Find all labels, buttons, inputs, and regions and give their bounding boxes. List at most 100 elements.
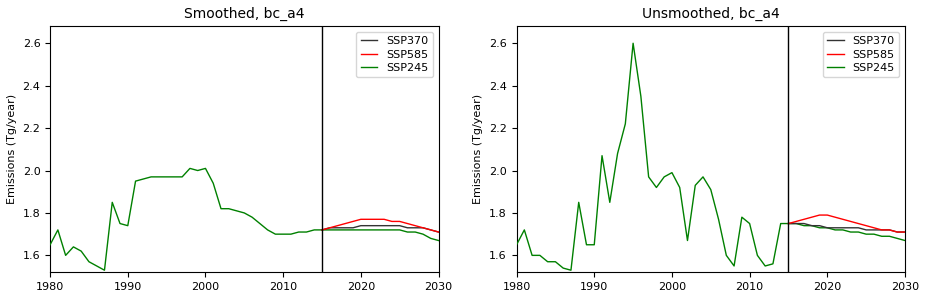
SSP245 [347,228,358,232]
Title: Smoothed, bc_a4: Smoothed, bc_a4 [184,7,305,21]
SSP370 [317,228,328,232]
SSP585 [821,213,832,217]
SSP585 [845,220,857,223]
SSP370 [386,224,397,228]
SSP245 [853,230,864,234]
SSP585 [853,222,864,225]
SSP370 [418,226,429,230]
Line: SSP370: SSP370 [788,224,905,232]
SSP585 [418,226,429,230]
SSP245 [884,234,895,238]
SSP585 [899,230,910,234]
SSP585 [356,217,367,221]
SSP245 [869,232,880,236]
SSP370 [340,226,351,230]
SSP245 [433,239,444,242]
SSP585 [347,220,358,223]
SSP370 [837,226,848,230]
SSP245 [807,224,818,228]
SSP370 [892,230,903,234]
SSP370 [324,226,335,230]
SSP585 [807,215,818,219]
SSP585 [332,224,344,228]
Legend: SSP370, SSP585, SSP245: SSP370, SSP585, SSP245 [357,32,433,77]
SSP585 [892,230,903,234]
SSP370 [409,226,420,230]
SSP245 [814,226,825,230]
SSP585 [363,217,374,221]
SSP585 [837,217,848,221]
SSP370 [782,222,794,225]
Line: SSP585: SSP585 [322,219,439,232]
SSP245 [370,228,382,232]
Y-axis label: Emissions (Tg/year): Emissions (Tg/year) [473,94,483,205]
SSP370 [807,224,818,228]
SSP585 [379,217,390,221]
Title: Unsmoothed, bc_a4: Unsmoothed, bc_a4 [642,7,780,21]
SSP370 [332,226,344,230]
SSP370 [425,228,436,232]
SSP370 [853,226,864,230]
SSP585 [798,217,809,221]
SSP370 [899,230,910,234]
SSP370 [433,230,444,234]
SSP585 [830,215,841,219]
SSP370 [814,224,825,228]
SSP585 [860,224,871,228]
SSP585 [884,228,895,232]
SSP585 [394,220,406,223]
SSP370 [821,226,832,230]
SSP585 [340,222,351,225]
SSP245 [837,228,848,232]
SSP370 [869,228,880,232]
SSP585 [433,230,444,234]
SSP245 [791,222,802,225]
SSP585 [782,222,794,225]
SSP585 [814,213,825,217]
SSP585 [425,228,436,232]
SSP245 [356,228,367,232]
SSP370 [884,228,895,232]
SSP245 [340,228,351,232]
SSP370 [876,228,887,232]
SSP245 [379,228,390,232]
SSP245 [782,222,794,225]
SSP245 [899,239,910,242]
Line: SSP585: SSP585 [788,215,905,232]
SSP245 [860,232,871,236]
SSP585 [317,228,328,232]
SSP585 [869,226,880,230]
SSP370 [356,224,367,228]
SSP585 [386,220,397,223]
SSP370 [370,224,382,228]
SSP370 [402,226,413,230]
SSP370 [830,226,841,230]
SSP585 [876,228,887,232]
SSP370 [845,226,857,230]
SSP370 [860,228,871,232]
SSP370 [379,224,390,228]
SSP245 [317,228,328,232]
SSP245 [798,224,809,228]
SSP585 [402,222,413,225]
SSP245 [845,230,857,234]
SSP585 [409,224,420,228]
SSP245 [324,228,335,232]
SSP370 [347,226,358,230]
SSP245 [425,237,436,240]
SSP370 [394,224,406,228]
SSP245 [394,228,406,232]
Line: SSP245: SSP245 [788,224,905,240]
SSP370 [798,222,809,225]
SSP245 [386,228,397,232]
Legend: SSP370, SSP585, SSP245: SSP370, SSP585, SSP245 [822,32,899,77]
SSP585 [791,220,802,223]
SSP370 [363,224,374,228]
SSP245 [409,230,420,234]
SSP585 [370,217,382,221]
SSP245 [332,228,344,232]
Line: SSP370: SSP370 [322,226,439,232]
SSP245 [892,237,903,240]
SSP585 [324,226,335,230]
SSP245 [418,232,429,236]
